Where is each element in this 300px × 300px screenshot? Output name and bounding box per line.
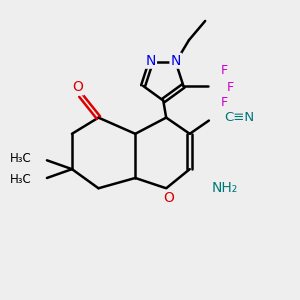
Text: H₃C: H₃C xyxy=(10,152,32,165)
Text: C≡N: C≡N xyxy=(224,111,254,124)
Text: H₃C: H₃C xyxy=(10,173,32,186)
Text: N: N xyxy=(170,54,181,68)
Text: O: O xyxy=(163,191,174,205)
Text: F: F xyxy=(227,81,234,94)
Text: N: N xyxy=(146,54,156,68)
Text: F: F xyxy=(221,64,228,77)
Text: O: O xyxy=(72,80,83,94)
Text: NH₂: NH₂ xyxy=(212,181,238,195)
Text: F: F xyxy=(221,97,228,110)
